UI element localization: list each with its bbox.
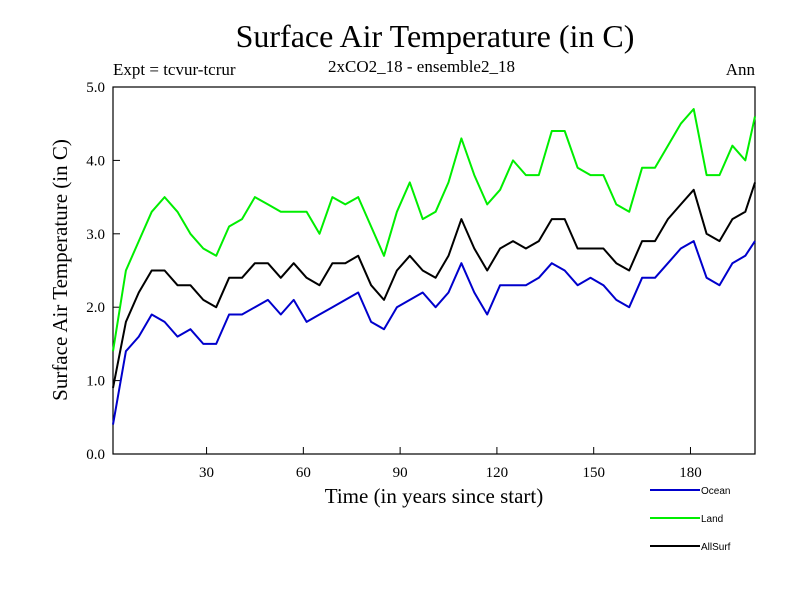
series-line-allsurf	[112, 182, 756, 389]
chart-title: Surface Air Temperature (in C)	[235, 18, 635, 54]
experiment-label: Expt = tcvur-tcrur	[113, 60, 236, 79]
legend-label-land: Land	[701, 514, 723, 525]
chart-subtitle: 2xCO2_18 - ensemble2_18	[328, 57, 515, 76]
x-tick-label: 180	[679, 465, 702, 481]
series-line-ocean	[112, 240, 756, 425]
plot-frame	[112, 86, 756, 455]
y-tick-label: 3.0	[86, 227, 105, 243]
x-tick-label: 30	[199, 465, 214, 481]
legend-label-allsurf: AllSurf	[701, 542, 731, 553]
y-tick-label: 1.0	[86, 374, 105, 390]
x-tick-label: 120	[486, 465, 509, 481]
y-tick-label: 0.0	[86, 447, 105, 463]
x-tick-label: 60	[296, 465, 311, 481]
period-label: Ann	[725, 60, 755, 79]
x-tick-label: 90	[393, 465, 408, 481]
y-axis-label: Surface Air Temperature (in C)	[48, 139, 72, 401]
x-tick-label: 150	[582, 465, 605, 481]
series-line-land	[112, 108, 756, 352]
x-axis-label: Time (in years since start)	[325, 484, 544, 508]
y-tick-label: 5.0	[86, 80, 105, 96]
legend-label-ocean: Ocean	[701, 486, 730, 497]
y-tick-label: 4.0	[86, 153, 105, 169]
y-tick-label: 2.0	[86, 300, 105, 316]
